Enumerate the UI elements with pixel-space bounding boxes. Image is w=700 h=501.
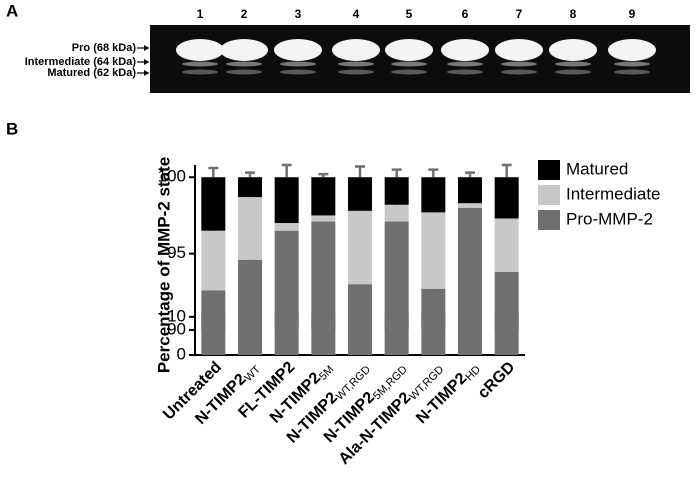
band-intermediate [280,61,316,67]
bar-segment [384,221,409,330]
panel-label: A [6,1,18,20]
lane-number: 3 [295,7,302,21]
error-bar [391,168,402,178]
bar-segment [238,259,262,330]
bar-segment [201,230,226,291]
bar-segment [274,230,299,330]
y-tick-label: 100 [158,167,186,186]
y-tick-label: 10 [167,306,186,325]
error-bar [318,172,329,178]
band-pro [549,39,597,61]
lane-number: 6 [462,7,469,21]
bar-segment [311,177,336,216]
bar-segment [494,218,519,272]
arrow-head [144,70,149,76]
bar-segment [274,223,299,231]
bar-segment [238,177,262,198]
lane-number: 7 [516,7,523,21]
y-tick-label: 0 [177,344,186,363]
bar-segment [311,215,336,222]
arrow-head [144,59,149,65]
lane-number: 2 [241,7,248,21]
band-intermediate [226,61,262,67]
bar-segment [458,203,482,208]
bar-segment [238,197,262,260]
band-pro [608,39,656,61]
band-matured [501,69,537,75]
legend-label: Intermediate [566,184,661,203]
lane-number: 5 [406,7,413,21]
error-bar [465,171,475,178]
bar-segment [384,204,409,222]
error-bar [501,163,512,178]
bar-segment [348,284,372,330]
legend-swatch [538,160,560,180]
bar-segment [458,207,482,330]
legend-swatch [538,185,560,205]
lane-number: 1 [197,7,204,21]
band-matured [226,69,262,75]
band-intermediate [501,61,537,67]
error-bar [245,171,255,178]
bar-segment [201,177,226,231]
band-label: Pro (68 kDa) [72,42,137,54]
error-bar [355,165,365,178]
bar-segment [421,288,446,330]
band-matured [447,69,483,75]
y-axis-label: Percentage of MMP-2 state [154,157,173,373]
band-matured [555,69,591,75]
bar-segment [348,177,372,211]
error-bar [208,166,219,178]
bar-segment [494,271,519,330]
legend-label: Pro-MMP-2 [566,209,653,228]
bar-segment [311,221,336,330]
band-matured [614,69,650,75]
bar-segment [421,177,446,213]
band-matured [280,69,316,75]
band-matured [391,69,427,75]
band-intermediate [555,61,591,67]
band-intermediate [182,61,218,67]
band-pro [495,39,543,61]
y-tick-label: 90 [167,319,186,338]
legend-label: Matured [566,159,628,178]
band-label: Intermediate (64 kDa) [25,56,137,68]
bar-segment [201,290,226,330]
band-intermediate [338,61,374,67]
bar-segment [458,177,482,204]
bar-segment [384,177,409,205]
band-pro [220,39,268,61]
band-pro [274,39,322,61]
lane-number: 9 [629,7,636,21]
band-pro [176,39,224,61]
panel-label: B [6,119,18,138]
category-name: cRGD [475,359,518,402]
bar-segment [274,177,299,224]
band-pro [441,39,489,61]
band-intermediate [614,61,650,67]
lane-number: 4 [353,7,360,21]
band-intermediate [447,61,483,67]
lane-number: 8 [570,7,577,21]
legend-swatch [538,210,560,230]
band-pro [332,39,380,61]
bar-segment [348,210,372,285]
arrow-head [144,45,149,51]
gel-image [150,25,690,93]
bar-segment [494,177,519,219]
band-matured [182,69,218,75]
band-pro [385,39,433,61]
error-bar [281,163,292,178]
error-bar [428,168,439,178]
band-intermediate [391,61,427,67]
band-label: Matured (62 kDa) [47,67,136,79]
y-tick-label: 95 [167,243,186,262]
bar-segment [421,212,446,289]
x-tick-label: cRGD [475,359,518,402]
band-matured [338,69,374,75]
